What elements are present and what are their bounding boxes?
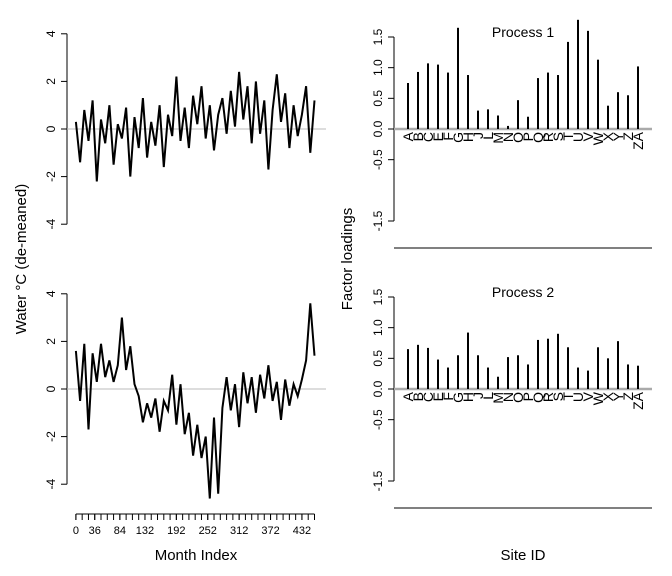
- series-line: [74, 303, 316, 499]
- panel-title: Process 1: [492, 24, 554, 40]
- site-label: ZA: [630, 131, 646, 150]
- site-label: Z: [620, 392, 636, 401]
- site-label: S: [550, 132, 566, 141]
- y-tick-label: 1.0: [371, 319, 385, 336]
- site-label: X: [600, 391, 616, 401]
- site-label: B: [410, 392, 426, 401]
- site-label: L: [480, 132, 496, 140]
- x-tick-label: 0: [73, 525, 79, 537]
- y-tick-label: -1.5: [371, 210, 385, 231]
- x-axis-label: Site ID: [500, 547, 545, 564]
- site-label: P: [520, 132, 536, 141]
- site-label: Z: [620, 132, 636, 141]
- y-axis-label: Water °C (de-meaned): [13, 184, 30, 335]
- y-tick-label: 0.0: [371, 120, 385, 137]
- site-label: H: [460, 392, 476, 402]
- site-label: V: [580, 391, 596, 401]
- site-label: E: [430, 132, 446, 141]
- site-label: N: [500, 132, 516, 142]
- series-line: [74, 71, 316, 182]
- y-tick-label: 1.0: [371, 59, 385, 76]
- panel-title: Process 2: [492, 284, 554, 300]
- site-label: Y: [610, 131, 626, 141]
- x-tick-label: 132: [136, 525, 154, 537]
- site-label: J: [470, 392, 486, 399]
- site-label: G: [450, 392, 466, 403]
- x-tick-label: 432: [293, 525, 311, 537]
- site-label: G: [450, 132, 466, 143]
- y-tick-label: 1.5: [371, 288, 385, 305]
- y-tick-label: -1.5: [371, 470, 385, 491]
- site-label: M: [490, 392, 506, 404]
- x-tick-label: 252: [199, 525, 217, 537]
- y-tick-label: -4: [44, 479, 58, 490]
- site-label: U: [570, 392, 586, 402]
- site-label: N: [500, 392, 516, 402]
- y-axis-label: Factor loadings: [339, 208, 356, 311]
- site-label: X: [600, 131, 616, 141]
- site-label: R: [540, 132, 556, 142]
- site-label: U: [570, 132, 586, 142]
- site-label: H: [460, 132, 476, 142]
- y-tick-label: 4: [44, 30, 58, 37]
- site-label: V: [580, 131, 596, 141]
- y-tick-label: -0.5: [371, 409, 385, 430]
- site-label: F: [440, 392, 456, 401]
- site-label: M: [490, 132, 506, 144]
- site-label: L: [480, 392, 496, 400]
- site-label: Y: [610, 391, 626, 401]
- site-label: Q: [530, 392, 546, 403]
- site-label: ZA: [630, 391, 646, 410]
- site-label: O: [510, 392, 526, 403]
- y-tick-label: 0.5: [371, 350, 385, 367]
- x-tick-label: 36: [89, 525, 101, 537]
- y-tick-label: -2: [44, 431, 58, 442]
- y-tick-label: 0.0: [371, 380, 385, 397]
- site-label: S: [550, 392, 566, 401]
- x-axis-label: Month Index: [155, 547, 238, 564]
- y-tick-label: -0.5: [371, 149, 385, 170]
- site-label: T: [560, 132, 576, 141]
- x-tick-label: 372: [261, 525, 279, 537]
- y-tick-label: 4: [44, 290, 58, 297]
- site-label: J: [470, 132, 486, 139]
- site-label: T: [560, 392, 576, 401]
- site-label: Q: [530, 132, 546, 143]
- x-tick-label: 312: [230, 525, 248, 537]
- site-label: P: [520, 392, 536, 401]
- site-label: A: [400, 131, 416, 141]
- y-tick-label: 1.5: [371, 28, 385, 45]
- y-tick-label: 0: [44, 385, 58, 392]
- y-tick-label: -2: [44, 171, 58, 182]
- y-tick-label: 0: [44, 125, 58, 132]
- site-label: C: [420, 132, 436, 142]
- site-label: O: [510, 132, 526, 143]
- x-tick-label: 84: [114, 525, 126, 537]
- site-label: F: [440, 132, 456, 141]
- y-tick-label: 2: [44, 78, 58, 85]
- x-tick-label: 192: [167, 525, 185, 537]
- y-tick-label: -4: [44, 219, 58, 230]
- site-label: W: [590, 391, 606, 405]
- site-label: C: [420, 392, 436, 402]
- site-label: B: [410, 132, 426, 141]
- y-tick-label: 0.5: [371, 90, 385, 107]
- site-label: E: [430, 392, 446, 401]
- site-label: W: [590, 131, 606, 145]
- y-tick-label: 2: [44, 338, 58, 345]
- site-label: A: [400, 391, 416, 401]
- site-label: R: [540, 392, 556, 402]
